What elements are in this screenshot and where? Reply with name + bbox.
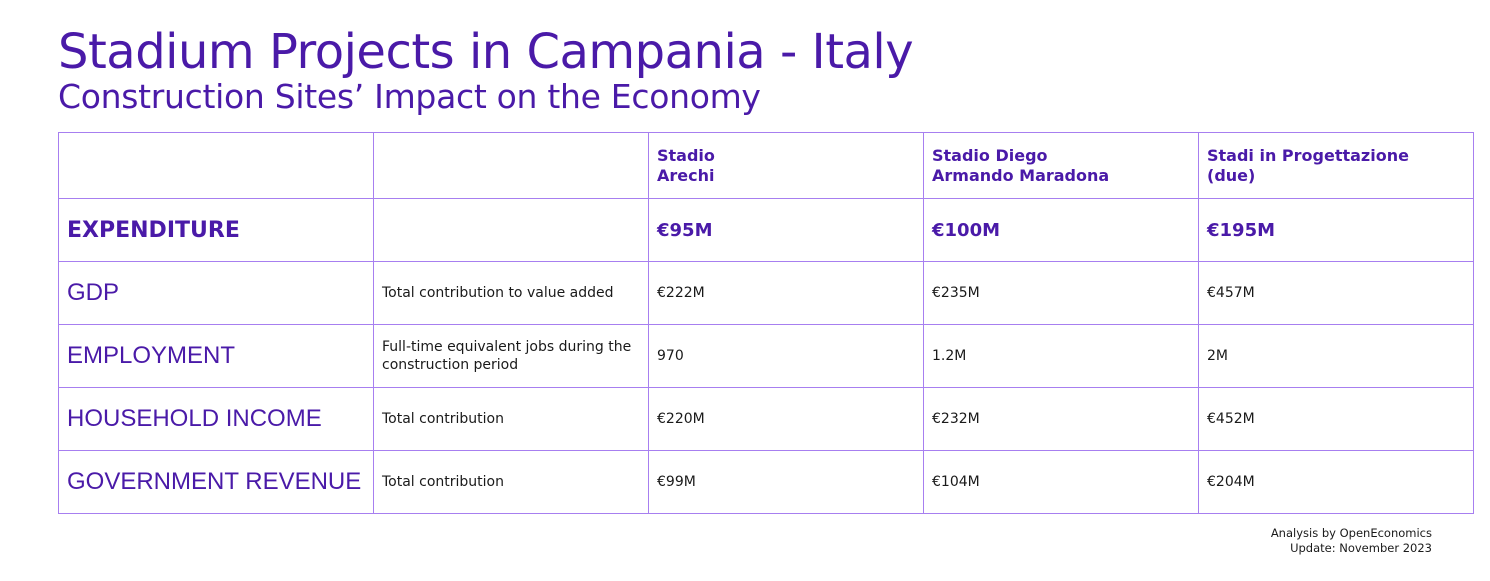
value-employment-maradona: 1.2M bbox=[923, 324, 1199, 388]
impact-table: Stadio Arechi Stadio Diego Armando Marad… bbox=[58, 132, 1474, 514]
row-description-gdp: Total contribution to value added bbox=[373, 261, 649, 325]
row-label-government-revenue: GOVERNMENT REVENUE bbox=[58, 450, 374, 514]
page-subtitle: Construction Sites’ Impact on the Econom… bbox=[58, 77, 761, 116]
header-cell-empty-label bbox=[58, 132, 374, 199]
footer-update: Update: November 2023 bbox=[1290, 541, 1432, 555]
value-expenditure-arechi: €95M bbox=[648, 198, 924, 262]
value-government-revenue-progettazione: €204M bbox=[1198, 450, 1474, 514]
value-household-income-arechi: €220M bbox=[648, 387, 924, 451]
table-row-government-revenue: GOVERNMENT REVENUE Total contribution €9… bbox=[58, 450, 1474, 514]
table-header-row: Stadio Arechi Stadio Diego Armando Marad… bbox=[58, 132, 1474, 199]
row-label-employment: EMPLOYMENT bbox=[58, 324, 374, 388]
row-description-expenditure bbox=[373, 198, 649, 262]
footer-credits: Analysis by OpenEconomics Update: Novemb… bbox=[1271, 526, 1432, 556]
table-row-expenditure: EXPENDITURE €95M €100M €195M bbox=[58, 198, 1474, 262]
row-label-gdp: GDP bbox=[58, 261, 374, 325]
column-header-stadio-arechi-text: Stadio Arechi bbox=[657, 145, 715, 185]
page-title: Stadium Projects in Campania - Italy bbox=[58, 24, 914, 80]
value-expenditure-progettazione: €195M bbox=[1198, 198, 1474, 262]
value-employment-progettazione: 2M bbox=[1198, 324, 1474, 388]
row-description-government-revenue: Total contribution bbox=[373, 450, 649, 514]
header-cell-empty-description bbox=[373, 132, 649, 199]
row-description-household-income: Total contribution bbox=[373, 387, 649, 451]
value-gdp-progettazione: €457M bbox=[1198, 261, 1474, 325]
table-row-household-income: HOUSEHOLD INCOME Total contribution €220… bbox=[58, 387, 1474, 451]
value-gdp-maradona: €235M bbox=[923, 261, 1199, 325]
column-header-stadio-maradona: Stadio Diego Armando Maradona bbox=[923, 132, 1199, 199]
value-government-revenue-arechi: €99M bbox=[648, 450, 924, 514]
row-label-household-income: HOUSEHOLD INCOME bbox=[58, 387, 374, 451]
value-household-income-maradona: €232M bbox=[923, 387, 1199, 451]
value-employment-arechi: 970 bbox=[648, 324, 924, 388]
table-row-employment: EMPLOYMENT Full-time equivalent jobs dur… bbox=[58, 324, 1474, 388]
table-row-gdp: GDP Total contribution to value added €2… bbox=[58, 261, 1474, 325]
row-description-employment: Full-time equivalent jobs during the con… bbox=[373, 324, 649, 388]
value-expenditure-maradona: €100M bbox=[923, 198, 1199, 262]
value-gdp-arechi: €222M bbox=[648, 261, 924, 325]
footer-analysis: Analysis by OpenEconomics bbox=[1270, 526, 1432, 540]
column-header-stadi-progettazione: Stadi in Progettazione (due) bbox=[1198, 132, 1474, 199]
row-label-expenditure: EXPENDITURE bbox=[58, 198, 374, 262]
value-household-income-progettazione: €452M bbox=[1198, 387, 1474, 451]
column-header-stadi-progettazione-text: Stadi in Progettazione (due) bbox=[1207, 145, 1409, 185]
column-header-stadio-maradona-text: Stadio Diego Armando Maradona bbox=[932, 145, 1110, 185]
value-government-revenue-maradona: €104M bbox=[923, 450, 1199, 514]
column-header-stadio-arechi: Stadio Arechi bbox=[648, 132, 924, 199]
